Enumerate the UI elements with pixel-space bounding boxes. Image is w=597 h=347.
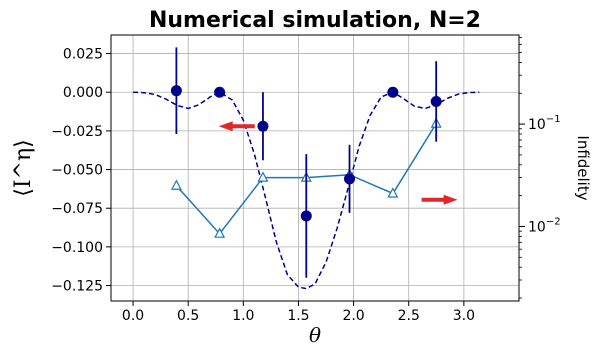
x-axis-label: θ <box>309 323 321 347</box>
theory-curve <box>133 91 480 290</box>
x-tick-label: 1.0 <box>232 308 254 324</box>
grid-lines <box>111 35 519 301</box>
y2-tick-label: 10−2 <box>528 216 561 235</box>
y2-tick-exponent: −1 <box>546 114 561 125</box>
y2-tick-base: 10 <box>528 219 546 235</box>
y-tick-label: 0.000 <box>63 85 103 101</box>
y-axis-ticks: 0.025 0.000 −0.025 −0.050 −0.075 −0.100 −0.125 <box>51 47 111 295</box>
y2-axis-ticks: 10−110−2 <box>519 37 561 299</box>
y-tick-label: 0.025 <box>63 47 103 63</box>
theory-line <box>133 91 480 290</box>
infidelity-marker <box>387 187 399 198</box>
data-point <box>214 86 226 98</box>
data-point <box>170 85 182 97</box>
plot-frame <box>110 34 520 302</box>
infidelity-marker <box>257 171 269 182</box>
error-bar-series <box>170 47 442 278</box>
data-point <box>300 210 312 222</box>
x-tick-label: 1.5 <box>287 308 309 324</box>
y-tick-label: −0.075 <box>51 201 103 217</box>
data-point <box>430 96 442 107</box>
x-tick-label: 0.5 <box>177 308 199 324</box>
y-tick-label: −0.100 <box>51 240 103 256</box>
chart-title: Numerical simulation, N=2 <box>149 8 481 33</box>
data-point <box>387 86 399 98</box>
x-tick-label: 2.0 <box>342 308 364 324</box>
y-tick-label: −0.125 <box>51 279 103 295</box>
x-tick-label: 2.5 <box>398 308 420 324</box>
y2-tick-base: 10 <box>528 117 546 133</box>
arrow-left <box>218 121 255 132</box>
y-axis-label: ⟨I^η⟩ <box>11 139 36 196</box>
arrow-right <box>421 194 458 205</box>
x-axis-ticks: 0.0 0.5 1.0 1.5 2.0 2.5 3.0 <box>122 301 475 324</box>
data-point <box>344 173 356 185</box>
y2-tick-exponent: −2 <box>546 216 561 227</box>
y-tick-label: −0.050 <box>51 163 103 179</box>
x-tick-label: 0.0 <box>122 308 144 324</box>
y-tick-label: −0.025 <box>51 124 103 140</box>
axis-indicator-arrows <box>218 121 458 205</box>
data-point <box>257 120 269 132</box>
x-tick-label: 3.0 <box>453 308 475 324</box>
infidelity-marker <box>214 227 226 238</box>
y2-axis-label: Infidelity <box>574 135 592 200</box>
infidelity-marker <box>170 179 182 190</box>
y2-tick-label: 10−1 <box>528 114 561 133</box>
